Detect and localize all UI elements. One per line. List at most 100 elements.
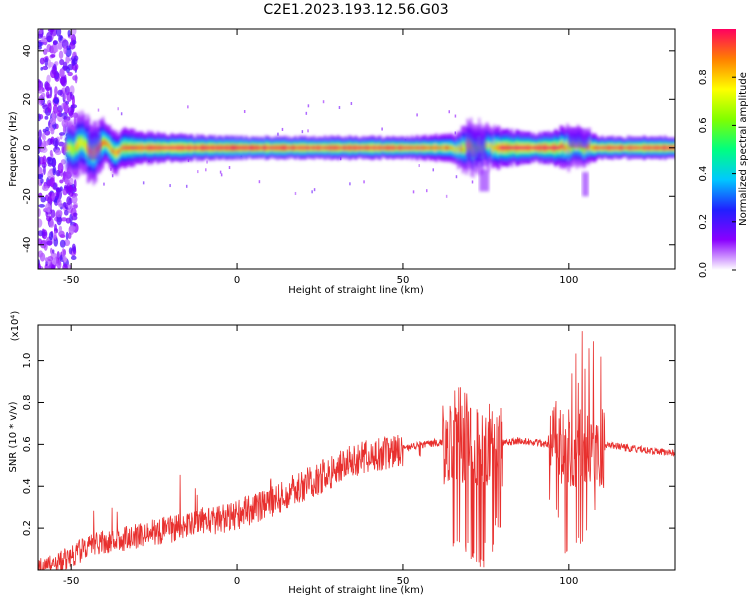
spectrogram-cell bbox=[199, 146, 202, 150]
spectrogram-cell bbox=[646, 146, 649, 150]
spectrogram-cell bbox=[287, 146, 290, 150]
spectrogram-cell bbox=[550, 145, 553, 150]
spectrogram-cell bbox=[246, 146, 248, 150]
spectrogram-cell bbox=[413, 146, 416, 150]
noise-speckle bbox=[59, 179, 64, 184]
spectrogram-cell bbox=[327, 146, 330, 150]
spectrogram-cell bbox=[131, 145, 133, 151]
noise-speck bbox=[471, 180, 474, 184]
spectrogram-cell bbox=[653, 146, 656, 149]
spectrogram-cell bbox=[72, 148, 74, 156]
noise-speckle bbox=[63, 74, 67, 84]
spectrogram-cell bbox=[398, 146, 401, 150]
disturbance-tail bbox=[568, 128, 589, 148]
spectrogram-cell bbox=[596, 146, 599, 150]
spectrogram-cell bbox=[630, 146, 633, 150]
spectrogram-cell bbox=[198, 146, 201, 150]
spectrogram-cell bbox=[645, 146, 648, 150]
spectrogram-cell bbox=[255, 146, 258, 150]
spectrogram-cell bbox=[359, 146, 362, 150]
noise-speckle bbox=[38, 208, 41, 217]
spectrogram-cell bbox=[142, 145, 145, 150]
noise-speck bbox=[307, 129, 309, 133]
noise-speck bbox=[455, 175, 458, 179]
spectrogram-cell bbox=[174, 146, 176, 150]
spectrogram-cell bbox=[502, 145, 505, 151]
spectrogram-cell bbox=[219, 146, 222, 150]
noise-speckle bbox=[55, 209, 63, 218]
spectrogram-cell bbox=[493, 142, 496, 149]
spectrogram-cell bbox=[157, 146, 160, 150]
snr-xtick-label: -50 bbox=[63, 576, 79, 587]
spectrogram-cell bbox=[497, 144, 499, 151]
spectrogram-cell bbox=[380, 146, 383, 149]
snr-ytick-label: 0.6 bbox=[22, 436, 33, 452]
noise-speckle bbox=[52, 166, 57, 176]
noise-speck bbox=[338, 106, 341, 110]
spectrogram-cell bbox=[284, 146, 287, 150]
spectrogram-cell bbox=[528, 145, 531, 150]
spectrogram-cell bbox=[269, 146, 272, 150]
spectrogram-cell bbox=[393, 146, 396, 150]
spectrogram-cell bbox=[354, 146, 356, 150]
snr-xtick-label: 100 bbox=[559, 576, 578, 587]
spectrogram-cell bbox=[361, 146, 363, 150]
spectrogram-cell bbox=[427, 146, 430, 150]
noise-speckle bbox=[38, 218, 43, 228]
spectrogram-cell bbox=[261, 146, 264, 150]
spectrogram-cell bbox=[268, 146, 271, 150]
spectrogram-cell bbox=[623, 146, 626, 149]
noise-speck bbox=[454, 131, 457, 135]
spectrogram-cell bbox=[358, 146, 361, 150]
spectrogram-cell bbox=[553, 145, 556, 151]
spectrogram-cell bbox=[112, 148, 115, 155]
spectrogram-cell bbox=[557, 145, 560, 151]
spectrogram-cell bbox=[147, 145, 150, 151]
spectrogram-cell bbox=[271, 146, 274, 150]
spectrogram-xtick-label: -50 bbox=[63, 275, 79, 286]
spectrogram-cell bbox=[431, 146, 434, 150]
spectrogram-cell bbox=[307, 146, 310, 150]
spectrogram-cell bbox=[652, 146, 655, 150]
spectrogram-cell bbox=[611, 146, 614, 150]
spectrogram-cell bbox=[650, 146, 653, 150]
noise-speckle bbox=[67, 106, 74, 117]
spectrogram-cell bbox=[322, 146, 325, 150]
spectrogram-cell bbox=[232, 146, 235, 150]
spectrogram-cell bbox=[425, 146, 427, 150]
spectrogram-cell bbox=[303, 146, 305, 150]
noise-speckle bbox=[44, 57, 49, 67]
spectrogram-cell bbox=[498, 144, 500, 151]
spectrogram-ytick-label: 40 bbox=[22, 44, 33, 57]
spectrogram-cell bbox=[81, 138, 84, 147]
snr-exponent-label: (x10⁴) bbox=[10, 311, 21, 342]
spectrogram-cell bbox=[426, 146, 428, 150]
spectrogram-cell bbox=[85, 143, 88, 151]
spectrogram-cell bbox=[215, 146, 218, 150]
spectrogram-cell bbox=[171, 145, 174, 150]
spectrogram-axes: -50 0 50 100 -40 -20 0 20 40 bbox=[22, 29, 675, 286]
spectrogram-cell bbox=[363, 146, 366, 149]
spectrogram-cell bbox=[333, 146, 336, 150]
noise-speckle bbox=[62, 263, 68, 269]
spectrogram-cell bbox=[485, 141, 488, 148]
noise-speckle bbox=[63, 201, 67, 208]
spectrogram-cell bbox=[317, 146, 319, 150]
spectrogram-cell bbox=[642, 146, 644, 150]
spectrogram-cell bbox=[185, 146, 188, 150]
spectrogram-cell bbox=[328, 146, 331, 150]
spectrogram-cell bbox=[407, 146, 410, 150]
noise-speckle bbox=[39, 29, 43, 35]
spectrogram-cell bbox=[355, 146, 358, 150]
spectrogram-cell bbox=[373, 146, 376, 150]
noise-speckle bbox=[71, 59, 76, 67]
spectrogram-cell bbox=[137, 145, 139, 150]
colorbar-tick-label: 0.2 bbox=[698, 214, 709, 230]
spectrogram-cell bbox=[499, 145, 502, 150]
spectrogram-cell bbox=[409, 146, 412, 150]
spectrogram-cell bbox=[552, 145, 555, 150]
spectrogram-cell bbox=[260, 146, 262, 150]
spectrogram-cell bbox=[318, 146, 320, 150]
spectrogram-cell bbox=[637, 146, 640, 150]
spectrogram-cell bbox=[459, 148, 462, 153]
